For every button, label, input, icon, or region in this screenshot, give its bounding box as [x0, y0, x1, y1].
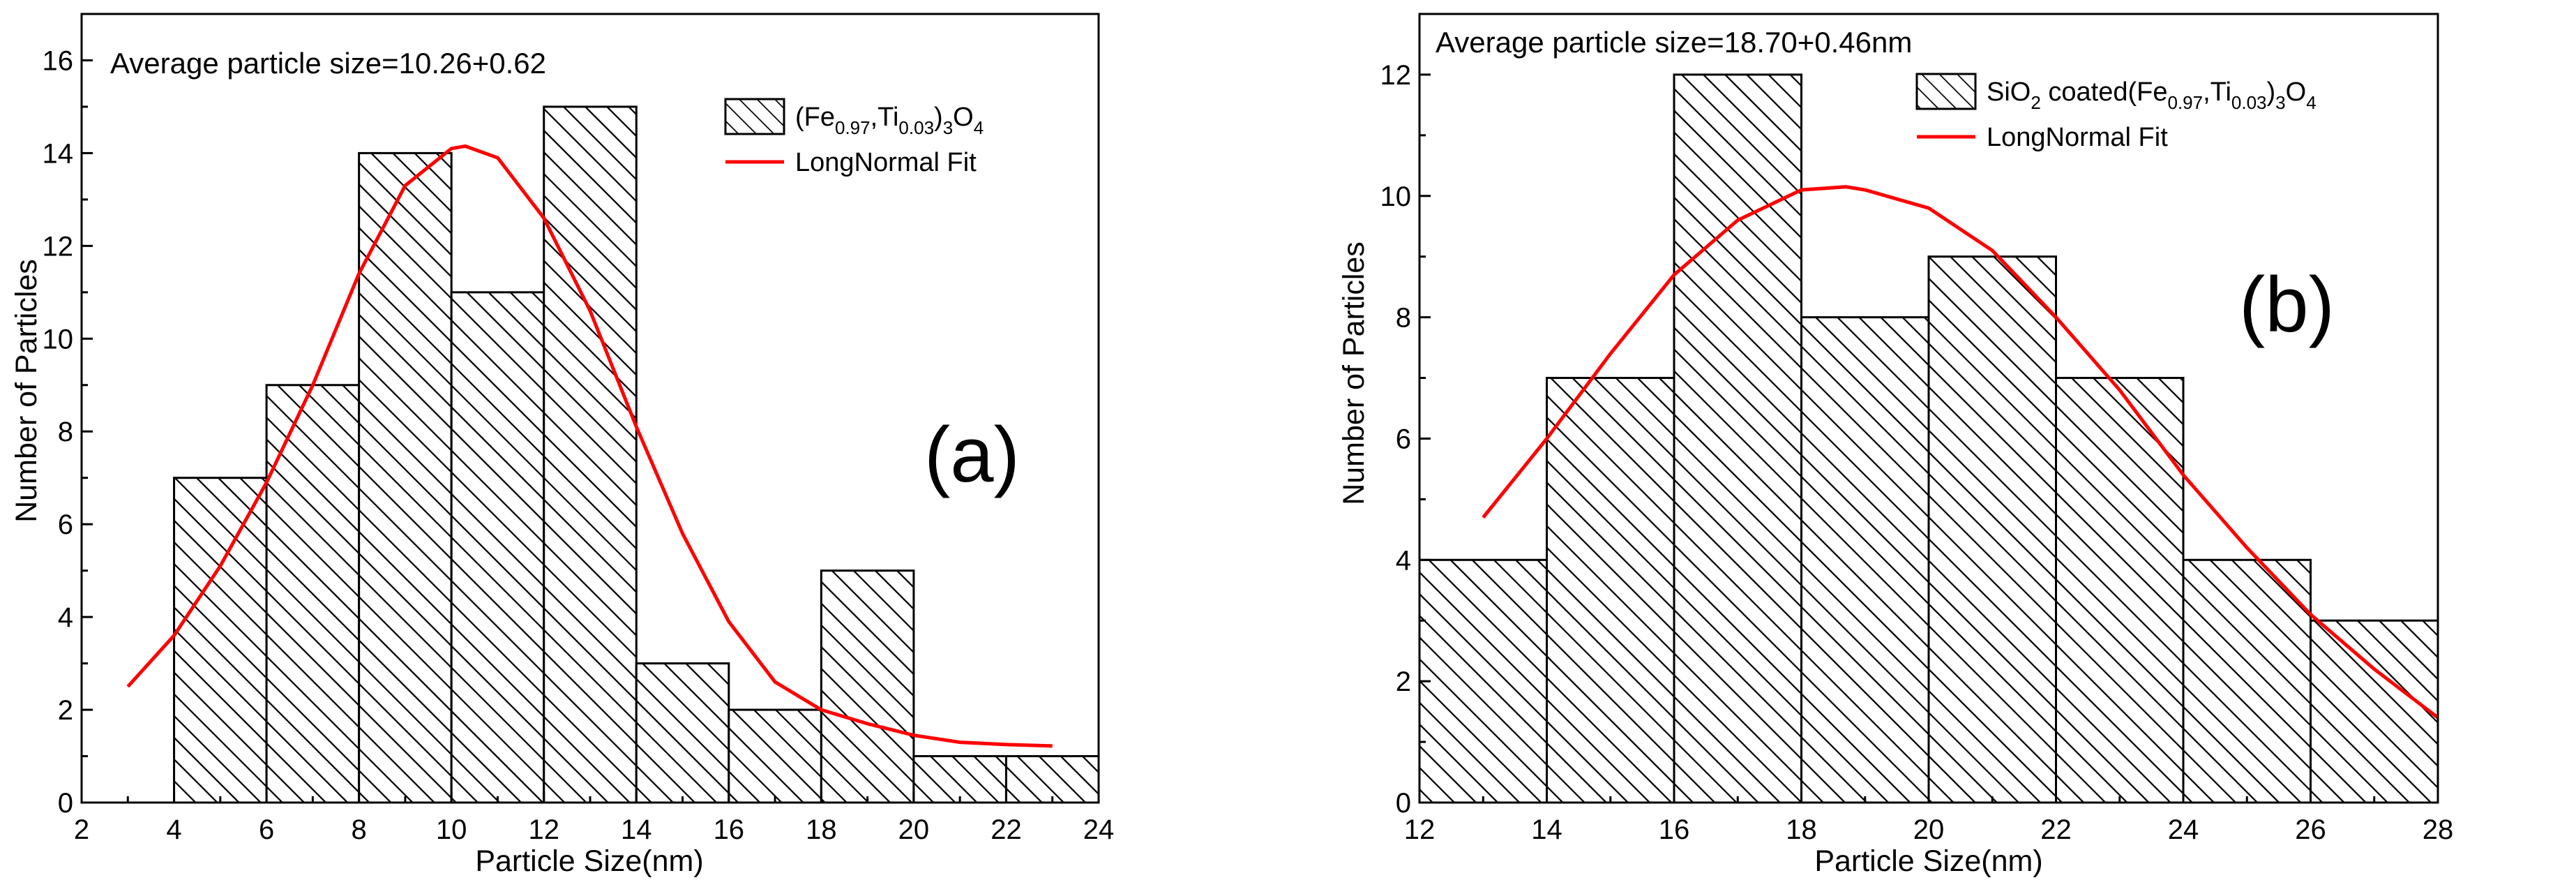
histogram-bar-a-20-22 — [912, 755, 1007, 804]
average-size-annotation-a: Average particle size=10.26+0.62 — [110, 47, 546, 80]
legend-a: (Fe0.97,Ti0.03)3O4 LongNormal Fit — [724, 98, 984, 177]
legend-swatch-hatched-a — [724, 98, 785, 135]
y-tick-label-a: 8 — [58, 417, 73, 447]
y-axis-title-a: Number of Particles — [10, 259, 43, 523]
legend-swatch-hatched-b — [1915, 73, 1977, 110]
average-size-annotation-b: Average particle size=18.70+0.46nm — [1436, 26, 1912, 59]
x-tick-label-a: 12 — [528, 814, 559, 845]
x-tick-label-b: 24 — [2168, 814, 2199, 845]
histogram-bar-b-14-16 — [1546, 377, 1675, 804]
y-tick-label-a: 12 — [43, 231, 74, 262]
legend-label-fit-a: LongNormal Fit — [795, 148, 977, 177]
x-tick-label-a: 24 — [1083, 814, 1115, 845]
y-tick-label-a: 10 — [43, 324, 74, 355]
x-tick-label-a: 22 — [991, 814, 1022, 845]
lognormal-fit-curve-a — [126, 144, 1053, 748]
panel-label-b: (b) — [2239, 261, 2335, 348]
bar-series-b — [1418, 73, 2439, 804]
histogram-bar-a-16-18 — [728, 708, 822, 804]
x-tick-label-b: 14 — [1531, 814, 1562, 845]
y-tick-label-b: 6 — [1396, 424, 1411, 454]
histogram-bar-a-6-8 — [265, 384, 361, 804]
x-tick-label-a: 4 — [166, 814, 181, 845]
histogram-bar-b-26-28 — [2310, 619, 2439, 804]
y-tick-label-b: 0 — [1396, 788, 1411, 819]
histogram-bar-b-12-14 — [1418, 558, 1548, 804]
lognormal-fit-curve-b — [1482, 185, 2439, 720]
y-tick-label-b: 10 — [1380, 181, 1412, 212]
x-tick-label-b: 12 — [1404, 814, 1436, 845]
legend-label-series-a: (Fe0.97,Ti0.03)3O4 — [795, 103, 984, 138]
histogram-bar-b-16-18 — [1673, 73, 1802, 804]
x-axis-title-a: Particle Size(nm) — [475, 844, 703, 878]
y-tick-label-a: 0 — [58, 788, 73, 819]
x-tick-label-b: 26 — [2295, 814, 2326, 845]
histogram-bar-b-24-26 — [2182, 558, 2312, 804]
x-tick-label-b: 22 — [2040, 814, 2072, 845]
histogram-bar-b-22-24 — [2055, 377, 2185, 804]
y-tick-label-a: 16 — [43, 45, 74, 76]
y-tick-label-a: 4 — [58, 602, 73, 633]
histogram-bar-b-20-22 — [1927, 255, 2057, 804]
legend-label-series-b: SiO2 coated(Fe0.97,Ti0.03)3O4 — [1987, 77, 2317, 113]
histogram-bar-a-12-14 — [543, 105, 638, 804]
bar-series-a — [173, 105, 1100, 804]
histogram-bar-a-18-20 — [820, 569, 915, 804]
y-tick-label-b: 8 — [1396, 303, 1411, 334]
x-axis-title-b: Particle Size(nm) — [1814, 844, 2042, 878]
x-tick-label-a: 10 — [436, 814, 467, 845]
x-tick-label-b: 18 — [1786, 814, 1817, 845]
legend-b: SiO2 coated(Fe0.97,Ti0.03)3O4 LongNormal… — [1915, 73, 2317, 152]
x-tick-label-b: 16 — [1659, 814, 1690, 845]
x-tick-label-a: 16 — [714, 814, 745, 845]
y-tick-label-a: 2 — [58, 695, 73, 726]
y-tick-label-a: 14 — [43, 138, 74, 169]
panel-label-a: (a) — [924, 411, 1020, 498]
x-tick-label-a: 14 — [621, 814, 652, 845]
y-tick-label-b: 4 — [1396, 545, 1411, 576]
histogram-bar-a-8-10 — [358, 151, 453, 804]
x-tick-label-b: 28 — [2423, 814, 2454, 845]
histogram-bar-a-22-24 — [1004, 755, 1100, 804]
x-tick-label-a: 20 — [898, 814, 930, 845]
y-tick-label-b: 12 — [1380, 60, 1412, 91]
y-tick-label-b: 2 — [1396, 666, 1411, 697]
legend-label-fit-b: LongNormal Fit — [1987, 123, 2168, 152]
x-tick-label-a: 2 — [74, 814, 89, 845]
x-tick-label-a: 8 — [352, 814, 367, 845]
x-tick-label-a: 18 — [806, 814, 837, 845]
x-tick-label-a: 6 — [259, 814, 274, 845]
histogram-bar-a-4-6 — [173, 477, 268, 804]
y-tick-label-a: 6 — [58, 509, 73, 540]
histogram-bar-b-18-20 — [1800, 316, 1930, 804]
x-tick-label-b: 20 — [1913, 814, 1945, 845]
histogram-bar-a-10-12 — [450, 291, 545, 804]
histogram-bar-a-14-16 — [635, 662, 730, 804]
y-axis-title-b: Number of Particles — [1337, 241, 1371, 505]
